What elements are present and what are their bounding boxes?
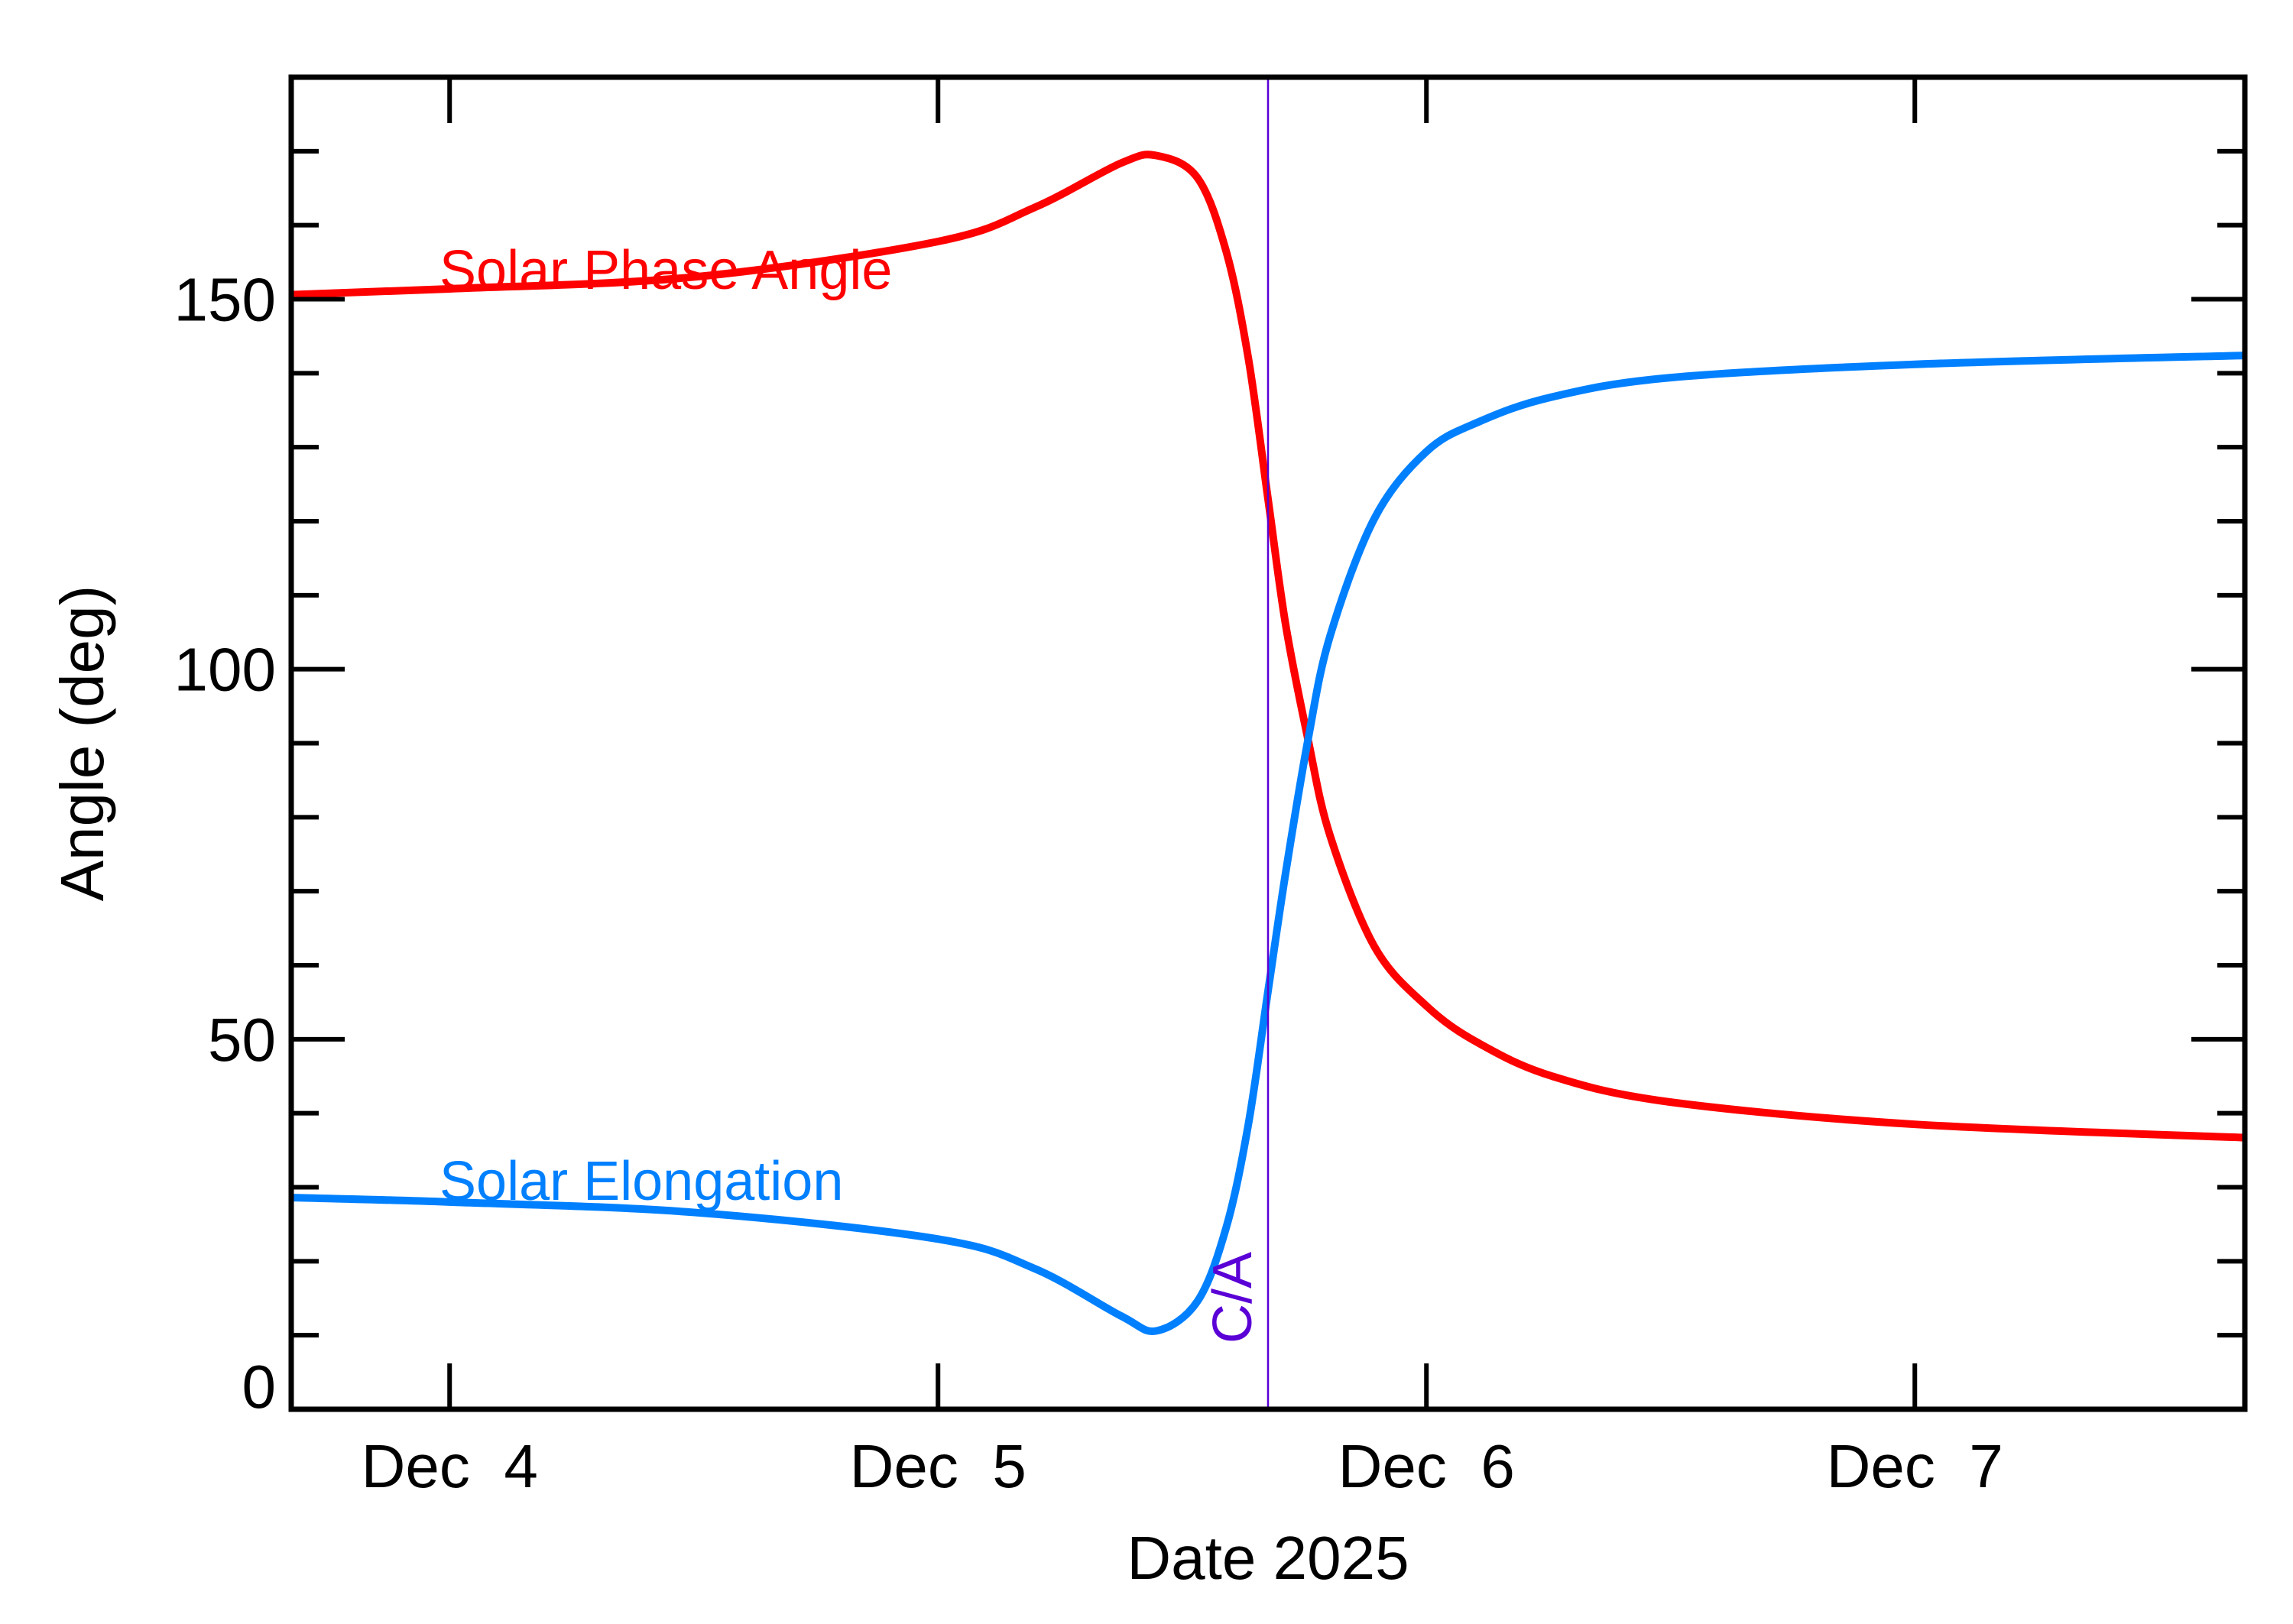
series-line-solar-elongation — [290, 352, 2246, 1335]
series-label-solar-elongation: Solar Elongation — [439, 1151, 843, 1212]
x-tick-label: Dec 5 — [850, 1432, 1026, 1500]
y-axis-label: Angle (deg) — [48, 585, 116, 902]
closest-approach-label: C/A — [1202, 1252, 1263, 1344]
y-tick-label: 150 — [174, 266, 276, 334]
x-axis-label: Date 2025 — [1127, 1524, 1409, 1592]
x-tick-label: Dec 6 — [1338, 1432, 1515, 1500]
series-label-solar-phase-angle: Solar Phase Angle — [439, 240, 892, 301]
plot-marks — [290, 77, 2246, 1409]
series-line-solar-phase-angle — [290, 151, 2246, 1142]
axis-ticks — [291, 75, 2245, 1412]
y-tick-label: 0 — [242, 1353, 277, 1421]
x-tick-label: Dec 7 — [1827, 1432, 2003, 1500]
x-tick-label: Dec 4 — [362, 1432, 538, 1500]
y-tick-label: 50 — [208, 1006, 276, 1074]
y-tick-label: 100 — [174, 636, 276, 704]
tick-labels: 0 50 100 150 Dec 4 Dec 5 Dec 6 Dec 7 — [174, 266, 2003, 1501]
